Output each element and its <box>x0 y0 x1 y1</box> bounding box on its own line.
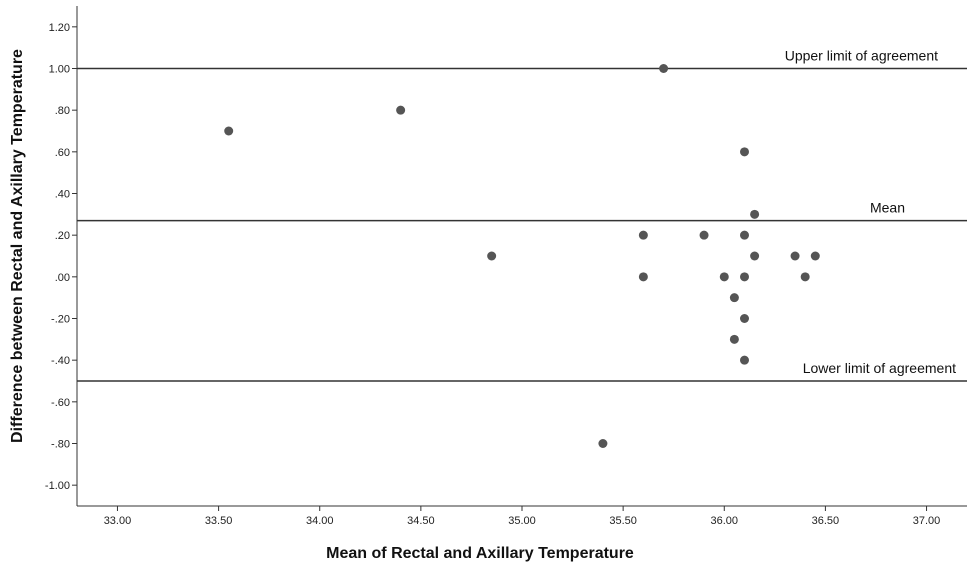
x-tick-label: 36.00 <box>711 515 739 527</box>
data-point <box>638 272 648 282</box>
reference-label-upper-limit-of-agreement: Upper limit of agreement <box>785 48 938 64</box>
y-tick-label: .60 <box>55 147 70 159</box>
data-point <box>396 105 406 115</box>
data-point <box>638 230 648 240</box>
data-point <box>659 64 669 73</box>
reference-line-labels: Upper limit of agreement Mean Lower limit … <box>785 48 956 377</box>
x-axis-ticks: 33.00 33.50 34.00 34.50 35.00 35.50 36.00 36.50… <box>104 506 941 527</box>
data-point <box>810 251 820 261</box>
x-tick-label: 34.50 <box>407 515 435 527</box>
data-point <box>750 251 760 261</box>
data-point <box>224 126 234 136</box>
y-tick-label: -.80 <box>51 439 70 451</box>
data-point <box>750 209 760 219</box>
data-point <box>740 230 749 240</box>
data-points <box>224 64 820 448</box>
reference-label-lower-limit-of-agreement: Lower limit of agreement <box>803 360 956 376</box>
x-tick-label: 34.00 <box>306 515 334 527</box>
y-tick-label: -1.00 <box>45 480 70 492</box>
x-tick-label: 35.50 <box>609 515 637 527</box>
y-tick-label: -.40 <box>51 355 70 367</box>
x-tick-label: 36.50 <box>812 515 840 527</box>
x-tick-label: 33.00 <box>104 515 132 527</box>
x-tick-label: 33.50 <box>205 515 233 527</box>
x-axis-title: Mean of Rectal and Axillary Temperature <box>326 545 634 562</box>
y-tick-label: .20 <box>55 230 70 242</box>
y-tick-label: .00 <box>55 272 70 284</box>
data-point <box>740 272 749 282</box>
y-tick-label: .40 <box>55 189 70 201</box>
data-point <box>729 293 739 303</box>
reference-lines <box>77 67 967 382</box>
data-point <box>598 439 608 448</box>
data-point <box>740 314 749 323</box>
y-tick-label: -.60 <box>51 397 70 409</box>
reference-label-mean: Mean <box>870 200 905 216</box>
y-tick-label: -.20 <box>51 314 70 326</box>
data-point <box>740 147 749 157</box>
data-point <box>740 355 749 365</box>
data-point <box>487 251 497 261</box>
data-point <box>729 334 739 344</box>
y-axis-title: Difference between Rectal and Axillary T… <box>9 49 26 443</box>
x-tick-label: 37.00 <box>913 515 941 527</box>
y-tick-label: 1.00 <box>49 64 70 76</box>
data-point <box>800 272 810 282</box>
y-tick-label: 1.20 <box>49 22 70 34</box>
x-tick-label: 35.00 <box>508 515 536 527</box>
data-point <box>790 251 800 261</box>
y-axis-ticks: 1.20 1.00 .80 .60 .40 .20 .00 -.20 -.40 -.60 -.80 -… <box>45 22 77 492</box>
data-point <box>699 230 709 240</box>
data-point <box>719 272 729 282</box>
y-tick-label: .80 <box>55 105 70 117</box>
